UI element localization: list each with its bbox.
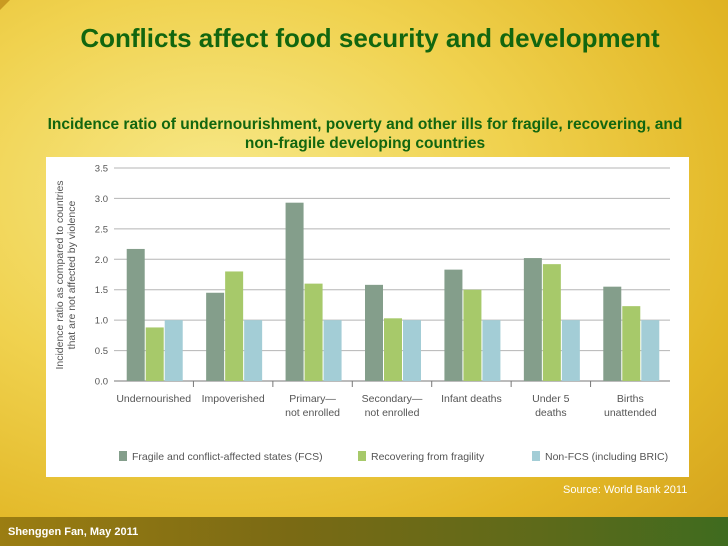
bar: [145, 327, 164, 381]
y-tick-label: 2.5: [95, 224, 108, 235]
x-tick-label: Impoverished: [202, 393, 265, 405]
x-tick-label: Births: [617, 393, 644, 405]
x-tick-label: not enrolled: [365, 407, 420, 419]
footer-author-date: Shenggen Fan, May 2011: [8, 526, 139, 538]
bar: [365, 284, 383, 381]
footer-band: [0, 517, 728, 546]
bar: [523, 258, 542, 381]
legend-label: Fragile and conflict-affected states (FC…: [132, 451, 323, 463]
bar: [384, 318, 402, 381]
y-tick-label: 1.0: [95, 316, 108, 327]
bar-chart: 0.0 0.5 1.0 1.5 2.0 2.5 3.0 3.5 Incidence ratio …: [54, 164, 670, 463]
corner-mark: [0, 0, 10, 10]
x-tick-label: Primary—: [289, 393, 336, 405]
y-tick-label: 1.5: [95, 285, 108, 296]
x-tick-label: Under 5: [532, 393, 570, 405]
y-tick-label: 3.5: [95, 164, 108, 175]
legend-swatch: [358, 451, 366, 461]
x-tick-label: not enrolled: [285, 407, 340, 419]
x-tick-label: unattended: [604, 407, 657, 419]
chart-panel: 0.0 0.5 1.0 1.5 2.0 2.5 3.0 3.5 Incidence ratio …: [46, 157, 689, 477]
y-tick-label: 0.0: [95, 377, 108, 388]
legend-label: Recovering from fragility: [371, 451, 485, 463]
y-axis-label: Incidence ratio as compared to countries…: [54, 180, 78, 369]
x-tick-label: Infant deaths: [441, 393, 502, 405]
bar: [244, 320, 263, 381]
legend-swatch: [119, 451, 127, 461]
bar: [542, 264, 561, 381]
y-tick-label: 3.0: [95, 194, 108, 205]
bar: [206, 292, 225, 381]
x-tick-label: Secondary—: [362, 393, 423, 405]
bar: [482, 320, 501, 381]
bar: [622, 306, 641, 381]
slide-title: Conflicts affect food security and devel…: [80, 23, 660, 53]
bar: [444, 269, 463, 381]
bar: [603, 286, 622, 381]
source-note: Source: World Bank 2011: [563, 484, 688, 496]
bar: [164, 320, 183, 381]
bar: [323, 320, 342, 381]
y-tick-label: 2.0: [95, 255, 108, 266]
slide-subtitle: Incidence ratio of undernourishment, pov…: [47, 116, 683, 152]
legend-swatch: [532, 451, 540, 461]
x-tick-label: deaths: [535, 407, 567, 419]
y-axis-label-line: that are not affected by violence: [66, 201, 78, 350]
bar: [126, 248, 145, 381]
bar: [641, 320, 660, 381]
y-tick-label: 0.5: [95, 346, 108, 357]
bar: [561, 320, 580, 381]
legend-label: Non-FCS (including BRIC): [545, 451, 668, 463]
bar: [304, 283, 323, 381]
bar: [403, 320, 421, 381]
bar: [225, 271, 244, 381]
bar: [285, 202, 304, 381]
bar: [463, 289, 482, 381]
x-tick-label: Undernourished: [116, 393, 191, 405]
y-axis-label-line: Incidence ratio as compared to countries: [54, 180, 66, 369]
